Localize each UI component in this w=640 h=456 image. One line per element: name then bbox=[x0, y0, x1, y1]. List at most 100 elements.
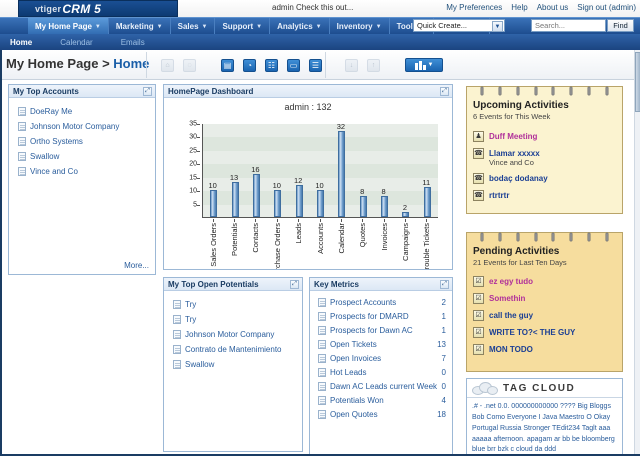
activity-label[interactable]: bodaç dodanay bbox=[489, 174, 548, 183]
activity-item[interactable]: ☎ bodaç dodanay bbox=[473, 173, 616, 184]
activity-label[interactable]: WRITE TO?< THE GUY bbox=[489, 328, 576, 337]
list-item-label[interactable]: Try bbox=[185, 315, 197, 324]
activity-label[interactable]: ez egy tudo bbox=[489, 277, 534, 286]
about-us-link[interactable]: About us bbox=[536, 3, 569, 12]
metric-label[interactable]: Open Tickets bbox=[330, 339, 377, 349]
metric-label[interactable]: Open Invoices bbox=[330, 353, 382, 363]
metric-label[interactable]: Potentials Won bbox=[330, 395, 384, 405]
activity-item[interactable]: ☑ WRITE TO?< THE GUY bbox=[473, 327, 616, 338]
activity-label[interactable]: Duff Meeting bbox=[489, 132, 538, 141]
activity-item[interactable]: ☎ rtrtrtr bbox=[473, 190, 616, 201]
list-item-label[interactable]: Johnson Motor Company bbox=[30, 122, 120, 131]
nav-tab-sales[interactable]: Sales ▼ bbox=[171, 18, 216, 35]
maximize-icon[interactable]: ⤢ bbox=[440, 279, 449, 289]
chat-icon[interactable]: ▭ bbox=[287, 59, 300, 72]
table-row[interactable]: Open Tickets 13 bbox=[314, 337, 448, 351]
maximize-icon[interactable]: ⤢ bbox=[440, 86, 449, 96]
search-input[interactable]: Search... bbox=[531, 19, 606, 32]
page-scrollbar[interactable] bbox=[634, 50, 640, 456]
maximize-icon[interactable]: ⤢ bbox=[290, 279, 299, 289]
metric-label[interactable]: Dawn AC Leads current Week bbox=[330, 381, 438, 391]
layout-chooser-button[interactable]: ▼ bbox=[405, 58, 443, 72]
list-item[interactable]: Johnson Motor Company bbox=[14, 119, 150, 134]
app-logo[interactable]: vtiger CRM 5 bbox=[18, 0, 178, 17]
logo-vtiger-text: vtiger bbox=[35, 3, 62, 14]
activity-label[interactable]: Llamar xxxxx bbox=[489, 149, 540, 158]
list-item[interactable]: Johnson Motor Company bbox=[169, 327, 297, 342]
metric-label[interactable]: Open Quotes bbox=[330, 409, 378, 419]
scrollbar-thumb[interactable] bbox=[635, 52, 640, 112]
portlet-body: admin : 132 5 10 15 20 25 30 35 Sales Orders Po… bbox=[164, 98, 452, 269]
search-icon[interactable]: ◌ bbox=[183, 59, 196, 72]
list-item-label[interactable]: DoeRay Me bbox=[30, 107, 73, 116]
breadcrumb-current: Home bbox=[113, 56, 150, 71]
list-item[interactable]: Swallow bbox=[14, 149, 150, 164]
metric-label[interactable]: Prospects for Dawn AC bbox=[330, 325, 413, 335]
activity-label[interactable]: rtrtrtr bbox=[489, 191, 510, 200]
briefcase-icon[interactable]: ▤ bbox=[221, 59, 234, 72]
clock-icon[interactable]: ◔ bbox=[243, 59, 256, 72]
table-row[interactable]: Prospects for Dawn AC 1 bbox=[314, 323, 448, 337]
list-item-label[interactable]: Contrato de Mantenimiento bbox=[185, 345, 282, 354]
activity-item[interactable]: ☑ MON TODO bbox=[473, 344, 616, 355]
nav-tab-marketing[interactable]: Marketing ▼ bbox=[109, 18, 171, 35]
nav-tab-support[interactable]: Support ▼ bbox=[215, 18, 271, 35]
activity-label[interactable]: MON TODO bbox=[489, 345, 533, 354]
find-button[interactable]: Find bbox=[607, 19, 634, 32]
table-row[interactable]: Open Quotes 18 bbox=[314, 407, 448, 421]
list-item-label[interactable]: Ortho Systems bbox=[30, 137, 83, 146]
help-link[interactable]: Help bbox=[511, 3, 528, 12]
nav-tab-label: Tools bbox=[396, 22, 418, 31]
table-row[interactable]: Prospect Accounts 2 bbox=[314, 295, 448, 309]
list-item-label[interactable]: Johnson Motor Company bbox=[185, 330, 275, 339]
activity-item[interactable]: ♟ Duff Meeting bbox=[473, 131, 616, 142]
nav-tab-my-home-page[interactable]: My Home Page ▼ bbox=[28, 18, 109, 35]
activity-label[interactable]: call the guy bbox=[489, 311, 534, 320]
calendar-grid-icon[interactable]: ☷ bbox=[265, 59, 278, 72]
list-item-label[interactable]: Vince and Co bbox=[30, 167, 78, 176]
subnav-tab-emails[interactable]: Emails bbox=[120, 37, 145, 47]
chart-bar-value: 2 bbox=[402, 202, 408, 212]
nav-tab-inventory[interactable]: Inventory ▼ bbox=[330, 18, 390, 35]
list-item[interactable]: Swallow bbox=[169, 357, 297, 372]
sign-out-link[interactable]: Sign out (admin) bbox=[577, 3, 636, 12]
metric-label[interactable]: Prospect Accounts bbox=[330, 297, 397, 307]
tag-cloud-text[interactable]: .# - .net 0.0. 000000000000 ???? Big Blo… bbox=[472, 403, 615, 454]
list-item[interactable]: Try bbox=[169, 297, 297, 312]
list-item-label[interactable]: Try bbox=[185, 300, 197, 309]
prev-arrow-icon[interactable]: ↓ bbox=[345, 59, 358, 72]
metric-label[interactable]: Prospects for DMARD bbox=[330, 311, 409, 321]
notes-icon[interactable]: ☰ bbox=[309, 59, 322, 72]
table-row[interactable]: Open Invoices 7 bbox=[314, 351, 448, 365]
table-row[interactable]: Hot Leads 0 bbox=[314, 365, 448, 379]
document-icon bbox=[318, 353, 326, 363]
subnav-tab-calendar[interactable]: Calendar bbox=[60, 37, 93, 47]
activity-label[interactable]: Somethin bbox=[489, 294, 526, 303]
list-item[interactable]: Try bbox=[169, 312, 297, 327]
table-row[interactable]: Prospects for DMARD 1 bbox=[314, 309, 448, 323]
spiral-binding-icon bbox=[467, 87, 622, 95]
my-preferences-link[interactable]: My Preferences bbox=[446, 3, 503, 12]
metric-label[interactable]: Hot Leads bbox=[330, 367, 367, 377]
activity-item[interactable]: ☑ call the guy bbox=[473, 310, 616, 321]
list-item[interactable]: DoeRay Me bbox=[14, 104, 150, 119]
chevron-down-icon[interactable]: ▼ bbox=[492, 21, 503, 32]
nav-tab-analytics[interactable]: Analytics ▼ bbox=[270, 18, 330, 35]
list-item[interactable]: Vince and Co bbox=[14, 164, 150, 179]
more-link[interactable]: More... bbox=[124, 261, 149, 270]
subnav-tab-home[interactable]: Home bbox=[10, 37, 33, 47]
next-arrow-icon[interactable]: ↑ bbox=[367, 59, 380, 72]
activity-item[interactable]: ☑ ez egy tudo bbox=[473, 276, 616, 287]
table-row[interactable]: Dawn AC Leads current Week 0 bbox=[314, 379, 448, 393]
maximize-icon[interactable]: ⤢ bbox=[143, 86, 152, 96]
home-icon[interactable]: ⌂ bbox=[161, 59, 174, 72]
activity-item[interactable]: ☎ Llamar xxxxx Vince and Co bbox=[473, 148, 616, 167]
table-row[interactable]: Potentials Won 4 bbox=[314, 393, 448, 407]
list-item-label[interactable]: Swallow bbox=[30, 152, 60, 161]
activity-item[interactable]: ☑ Somethin bbox=[473, 293, 616, 304]
list-item-label[interactable]: Swallow bbox=[185, 360, 215, 369]
admin-status-text: admin Check this out... bbox=[272, 3, 354, 12]
list-item[interactable]: Contrato de Mantenimiento bbox=[169, 342, 297, 357]
quick-create-select[interactable]: Quick Create... ▼ bbox=[413, 19, 505, 32]
list-item[interactable]: Ortho Systems bbox=[14, 134, 150, 149]
